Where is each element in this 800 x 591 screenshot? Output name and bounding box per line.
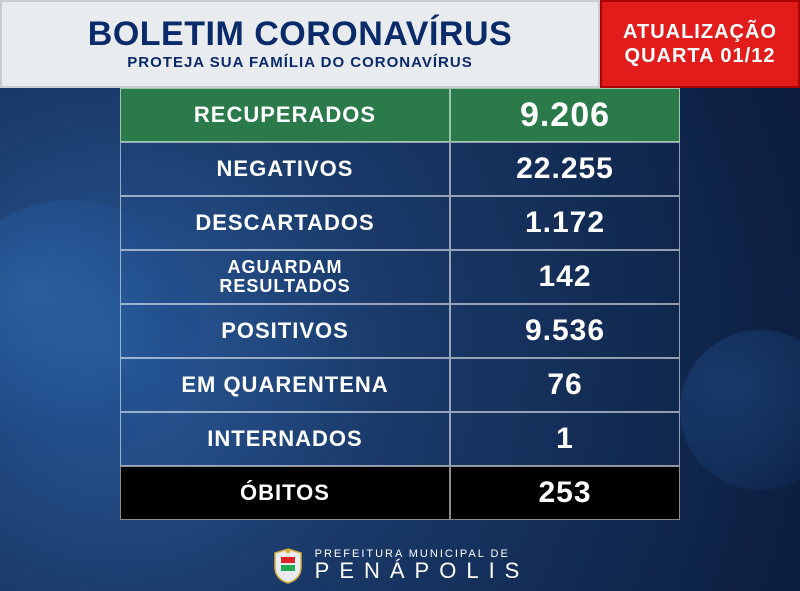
table-row: ÓBITOS 253 [120,466,680,520]
bulletin-page: BOLETIM CORONAVÍRUS PROTEJA SUA FAMÍLIA … [0,0,800,591]
update-badge: ATUALIZAÇÃO QUARTA 01/12 [600,0,800,88]
row-value-recuperados: 9.206 [450,88,680,142]
footer-line2: PENÁPOLIS [315,558,530,584]
decoration-virus-icon [680,330,800,490]
row-value-descartados: 1.172 [450,196,680,250]
row-label-quarentena: EM QUARENTENA [120,358,450,412]
header-subtitle: PROTEJA SUA FAMÍLIA DO CORONAVÍRUS [127,54,472,71]
update-label: ATUALIZAÇÃO [623,20,777,44]
table-row: DESCARTADOS 1.172 [120,196,680,250]
row-label-internados: INTERNADOS [120,412,450,466]
table-row: EM QUARENTENA 76 [120,358,680,412]
table-row: POSITIVOS 9.536 [120,304,680,358]
row-label-aguardam: AGUARDAM RESULTADOS [120,250,450,304]
row-label-aguardam-line1: AGUARDAM [228,257,343,277]
row-label-obitos: ÓBITOS [120,466,450,520]
table-row: AGUARDAM RESULTADOS 142 [120,250,680,304]
table-row: RECUPERADOS 9.206 [120,88,680,142]
row-value-internados: 1 [450,412,680,466]
header: BOLETIM CORONAVÍRUS PROTEJA SUA FAMÍLIA … [0,0,800,88]
table-row: INTERNADOS 1 [120,412,680,466]
row-label-negativos: NEGATIVOS [120,142,450,196]
row-label-recuperados: RECUPERADOS [120,88,450,142]
footer: PREFEITURA MUNICIPAL DE PENÁPOLIS [0,547,800,585]
stats-table: RECUPERADOS 9.206 NEGATIVOS 22.255 DESCA… [120,88,680,520]
footer-text: PREFEITURA MUNICIPAL DE PENÁPOLIS [315,548,530,584]
row-value-positivos: 9.536 [450,304,680,358]
update-day: QUARTA 01/12 [625,44,776,68]
row-label-aguardam-line2: RESULTADOS [219,276,350,296]
table-row: NEGATIVOS 22.255 [120,142,680,196]
city-crest-icon [271,547,305,585]
row-label-positivos: POSITIVOS [120,304,450,358]
row-value-obitos: 253 [450,466,680,520]
header-title: BOLETIM CORONAVÍRUS [88,17,512,53]
row-value-negativos: 22.255 [450,142,680,196]
row-value-aguardam: 142 [450,250,680,304]
header-title-block: BOLETIM CORONAVÍRUS PROTEJA SUA FAMÍLIA … [0,0,600,88]
row-label-descartados: DESCARTADOS [120,196,450,250]
row-value-quarentena: 76 [450,358,680,412]
